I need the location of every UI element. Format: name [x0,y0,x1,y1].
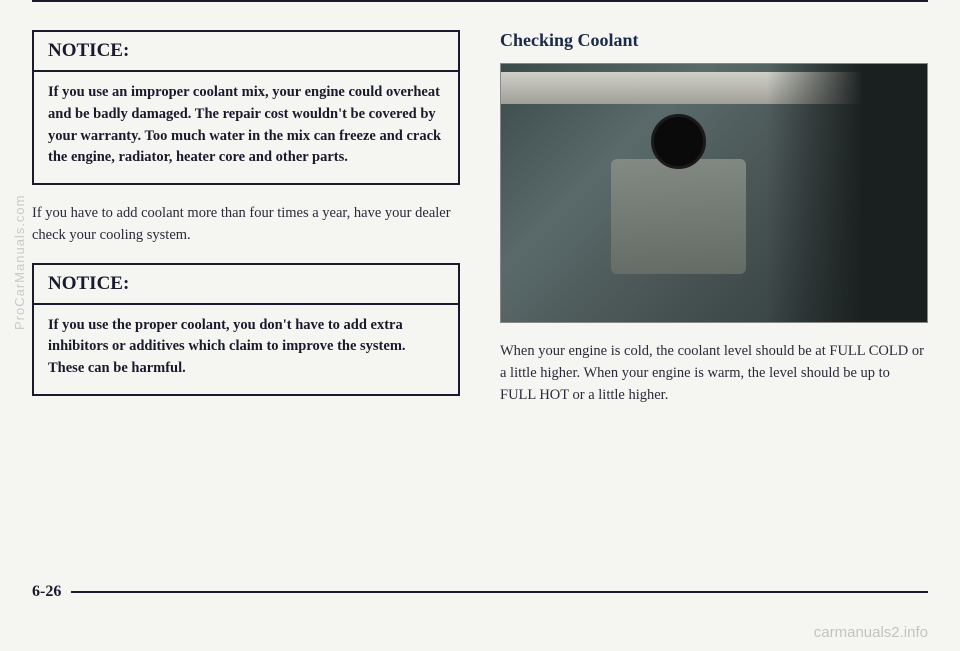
notice-2-body: If you use the proper coolant, you don't… [34,305,458,394]
left-column: NOTICE: If you use an improper coolant m… [32,30,460,422]
page-number: 6-26 [32,583,71,601]
notice-box-1: NOTICE: If you use an improper coolant m… [32,30,460,185]
footer-rule [71,591,928,593]
notice-1-header: NOTICE: [34,32,458,72]
coolant-reservoir-photo [500,63,928,323]
watermark-bottom: carmanuals2.info [814,624,928,641]
photo-reservoir [611,159,746,274]
watermark-side: ProCarManuals.com [12,195,27,331]
right-column: Checking Coolant When your engine is col… [500,30,928,422]
content-columns: NOTICE: If you use an improper coolant m… [32,30,928,422]
notice-1-body: If you use an improper coolant mix, your… [34,72,458,183]
top-rule [32,0,928,2]
notice-box-2: NOTICE: If you use the proper coolant, y… [32,263,460,396]
photo-engine-shadow [767,64,927,322]
section-title: Checking Coolant [500,30,928,51]
photo-reservoir-cap [651,114,706,169]
notice-2-header: NOTICE: [34,265,458,305]
page-footer: 6-26 [32,583,928,601]
coolant-check-paragraph: If you have to add coolant more than fou… [32,203,460,247]
coolant-level-paragraph: When your engine is cold, the coolant le… [500,341,928,406]
